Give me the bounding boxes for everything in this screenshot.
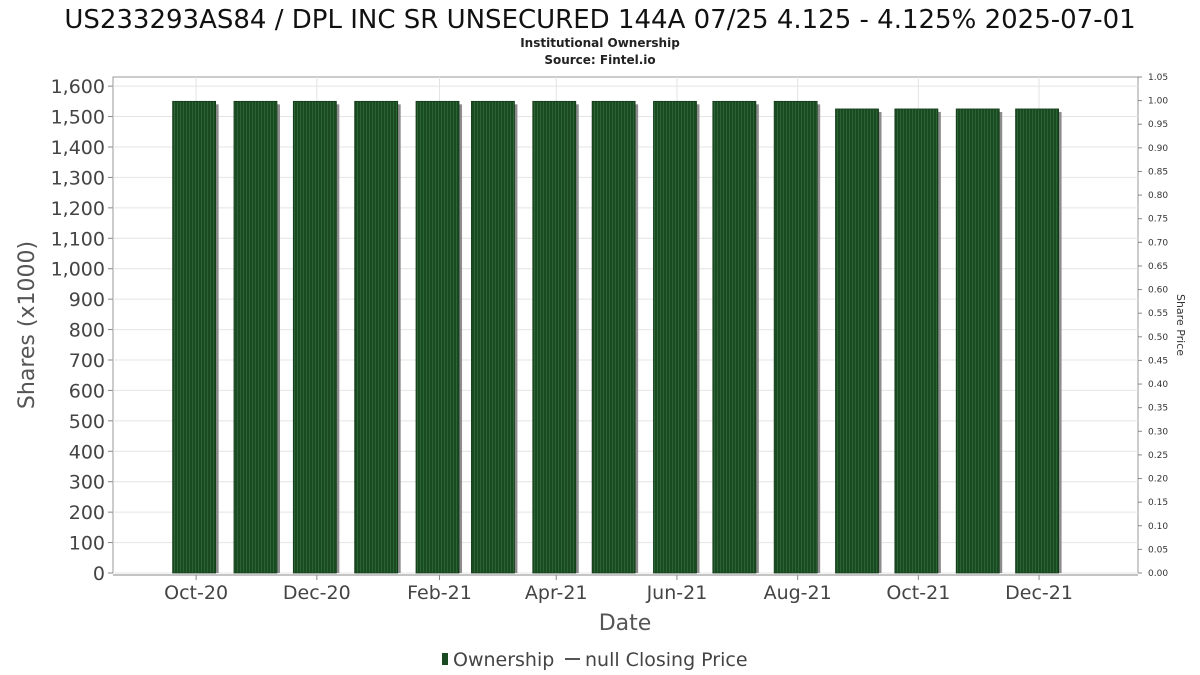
x-tick-label: Jun-21 [646, 582, 708, 604]
y-tick-label: 700 [69, 350, 105, 372]
bar-ownership [1015, 108, 1059, 574]
y2-tick-label: 0.00 [1148, 569, 1168, 579]
y2-tick-label: 0.05 [1148, 545, 1168, 555]
legend-label-ownership: Ownership [453, 649, 554, 671]
y2-tick-label: 0.70 [1148, 238, 1168, 248]
legend-label-closing-price: null Closing Price [585, 649, 748, 671]
bar-ownership [835, 108, 879, 574]
bar-ownership [415, 100, 460, 574]
x-axis-label: Date [599, 611, 652, 636]
bar-ownership [233, 100, 278, 574]
bar-ownership [172, 100, 217, 574]
y-tick-label: 1,600 [51, 76, 105, 98]
y-tick-label: 600 [69, 380, 105, 402]
y-tick-label: 500 [69, 411, 105, 433]
x-tick-label: Aug-21 [764, 582, 832, 604]
bar-ownership [471, 100, 515, 574]
bar-ownership [591, 100, 636, 574]
bar-ownership [955, 108, 1000, 574]
y-tick-label: 1,000 [51, 259, 105, 281]
y-axis-label: Shares (x1000) [15, 241, 40, 409]
x-tick-label: Oct-20 [164, 582, 228, 604]
y-tick-label: 1,200 [51, 198, 105, 220]
y2-tick-label: 0.85 [1148, 167, 1168, 177]
y2-tick-label: 0.20 [1148, 475, 1168, 485]
y-tick-label: 1,100 [51, 228, 105, 250]
y2-tick-label: 0.35 [1148, 404, 1168, 414]
y2-tick-label: 0.90 [1148, 144, 1168, 154]
y2-tick-label: 0.75 [1148, 215, 1168, 225]
y2-tick-label: 0.30 [1148, 427, 1168, 437]
x-tick-label: Dec-20 [283, 582, 351, 604]
y2-tick-label: 0.55 [1148, 309, 1168, 319]
bar-ownership [894, 108, 939, 574]
y2-tick-label: 0.80 [1148, 191, 1168, 201]
x-tick-label: Oct-21 [886, 582, 950, 604]
y-tick-label: 200 [69, 502, 105, 524]
chart-source: Source: Fintel.io [544, 53, 655, 67]
bars [172, 100, 1062, 574]
y-tick-label: 400 [69, 441, 105, 463]
y-tick-label: 300 [69, 472, 105, 494]
y2-tick-label: 0.10 [1148, 522, 1168, 532]
y2-tick-label: 0.50 [1148, 333, 1168, 343]
bar-ownership [773, 100, 818, 574]
y2-tick-label: 0.15 [1148, 498, 1168, 508]
bar-ownership [292, 100, 337, 574]
legend-swatch-ownership [442, 653, 448, 665]
bar-ownership [653, 100, 697, 574]
x-tick-label: Apr-21 [525, 582, 588, 604]
chart-title: US233293AS84 / DPL INC SR UNSECURED 144A… [64, 5, 1135, 35]
y2-tick-label: 1.05 [1148, 73, 1168, 83]
bar-ownership [712, 100, 757, 574]
y2-tick-label: 0.95 [1148, 120, 1168, 130]
bar-ownership [532, 100, 577, 574]
y-axis-ticks: 0 100 200 300 400 500 600 700 800 900 1,000 1,100 1,… [51, 76, 113, 585]
y-tick-label: 0 [93, 563, 105, 585]
y2-tick-label: 0.25 [1148, 451, 1168, 461]
y-tick-label: 1,500 [51, 107, 105, 129]
legend: Ownership null Closing Price [442, 649, 748, 671]
y2-tick-label: 0.65 [1148, 262, 1168, 272]
y-tick-label: 1,400 [51, 137, 105, 159]
x-axis-ticks: Oct-20 Dec-20 Feb-21 Apr-21 Jun-21 Aug-21 Oct-… [164, 575, 1073, 604]
chart-subtitle: Institutional Ownership [520, 36, 680, 50]
y-tick-label: 1,300 [51, 167, 105, 189]
y2-axis-ticks: 0.00 0.05 0.10 0.15 0.20 0.25 0.30 0.35 0.40 0.45… [1138, 73, 1168, 579]
y2-tick-label: 0.40 [1148, 380, 1168, 390]
y2-tick-label: 0.45 [1148, 356, 1168, 366]
y-tick-label: 100 [69, 533, 105, 555]
y2-tick-label: 1.00 [1148, 97, 1168, 107]
x-tick-label: Feb-21 [407, 582, 472, 604]
y-tick-label: 900 [69, 289, 105, 311]
bar-ownership [354, 100, 399, 574]
y2-tick-label: 0.60 [1148, 286, 1168, 296]
x-tick-label: Dec-21 [1005, 582, 1073, 604]
y-tick-label: 800 [69, 320, 105, 342]
y2-axis-label: Share Price [1174, 294, 1187, 356]
